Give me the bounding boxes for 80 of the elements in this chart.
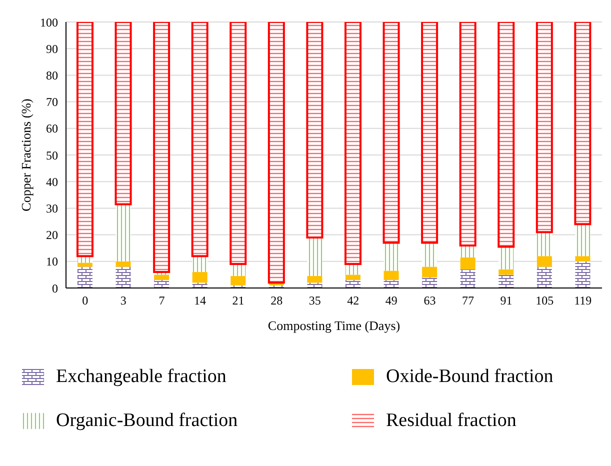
x-tick-label: 3 [120,294,126,308]
legend-label: Exchangeable fraction [56,366,226,388]
bar [498,274,514,288]
bar [345,274,360,280]
bar [575,224,590,256]
bar [460,245,476,258]
legend-label: Residual fraction [386,410,516,432]
bar [536,256,552,267]
x-tick-label: 91 [500,294,512,308]
x-tick-label: 28 [270,294,283,308]
bar [268,22,285,284]
bar [344,22,362,266]
x-tick-label: 105 [536,294,554,308]
x-tick-label: 63 [424,294,436,308]
bar [192,256,208,272]
bar [384,242,399,271]
bar [153,22,170,274]
bar [498,246,514,270]
bar [307,276,322,283]
bar [114,22,132,206]
bar [154,274,170,280]
y-tick-label: 30 [46,201,58,216]
bar [345,280,360,288]
x-tick-label: 14 [194,294,206,308]
bar [460,257,476,270]
bar [574,22,592,226]
legend-label: Organic-Bound fraction [56,410,238,432]
bar [421,22,438,244]
bar [307,282,322,288]
bar [536,22,553,234]
bar [384,270,399,280]
bar [498,269,514,275]
x-tick-label: 42 [347,294,360,308]
bar [536,232,552,256]
bar [307,237,322,276]
bar [306,22,324,238]
bar [192,272,208,283]
bar [76,22,94,258]
x-tick-label: 77 [462,294,474,308]
bar [77,266,92,288]
bar [116,204,131,262]
bar [192,282,208,288]
bar [575,261,590,288]
bar [498,22,515,248]
y-tick-label: 70 [46,95,58,110]
bar [384,280,399,288]
bar [230,22,247,266]
bar [191,22,208,258]
bar [116,266,131,288]
bar [116,261,131,267]
y-tick-label: 60 [46,122,58,136]
bar [230,276,246,286]
bar [77,262,92,267]
bar [459,22,476,246]
y-tick-label: 90 [46,42,58,56]
x-tick-label: 21 [232,294,244,308]
y-tick-label: 40 [46,174,58,189]
bar [422,266,438,278]
y-tick-label: 80 [46,68,58,82]
y-tick-label: 100 [40,15,58,30]
bar [422,242,438,267]
bar [154,280,170,288]
y-tick-label: 0 [52,281,58,296]
x-axis-title: Composting Time (Days) [268,318,400,333]
bar [422,277,438,288]
y-tick-label: 10 [46,254,58,269]
bar [536,266,552,288]
x-tick-label: 49 [385,294,398,308]
x-tick-label: 35 [308,294,321,308]
y-tick-label: 20 [46,228,58,242]
x-tick-label: 119 [574,294,592,308]
bar [382,22,400,244]
x-tick-label: 7 [158,294,165,308]
y-tick-label: 50 [46,148,58,162]
legend-label: Oxide-Bound fraction [386,366,554,388]
x-tick-label: 0 [82,294,88,308]
y-axis-title: Copper Fractions (%) [18,98,34,212]
bar [575,256,590,262]
bar [230,264,246,276]
bar [460,269,476,288]
